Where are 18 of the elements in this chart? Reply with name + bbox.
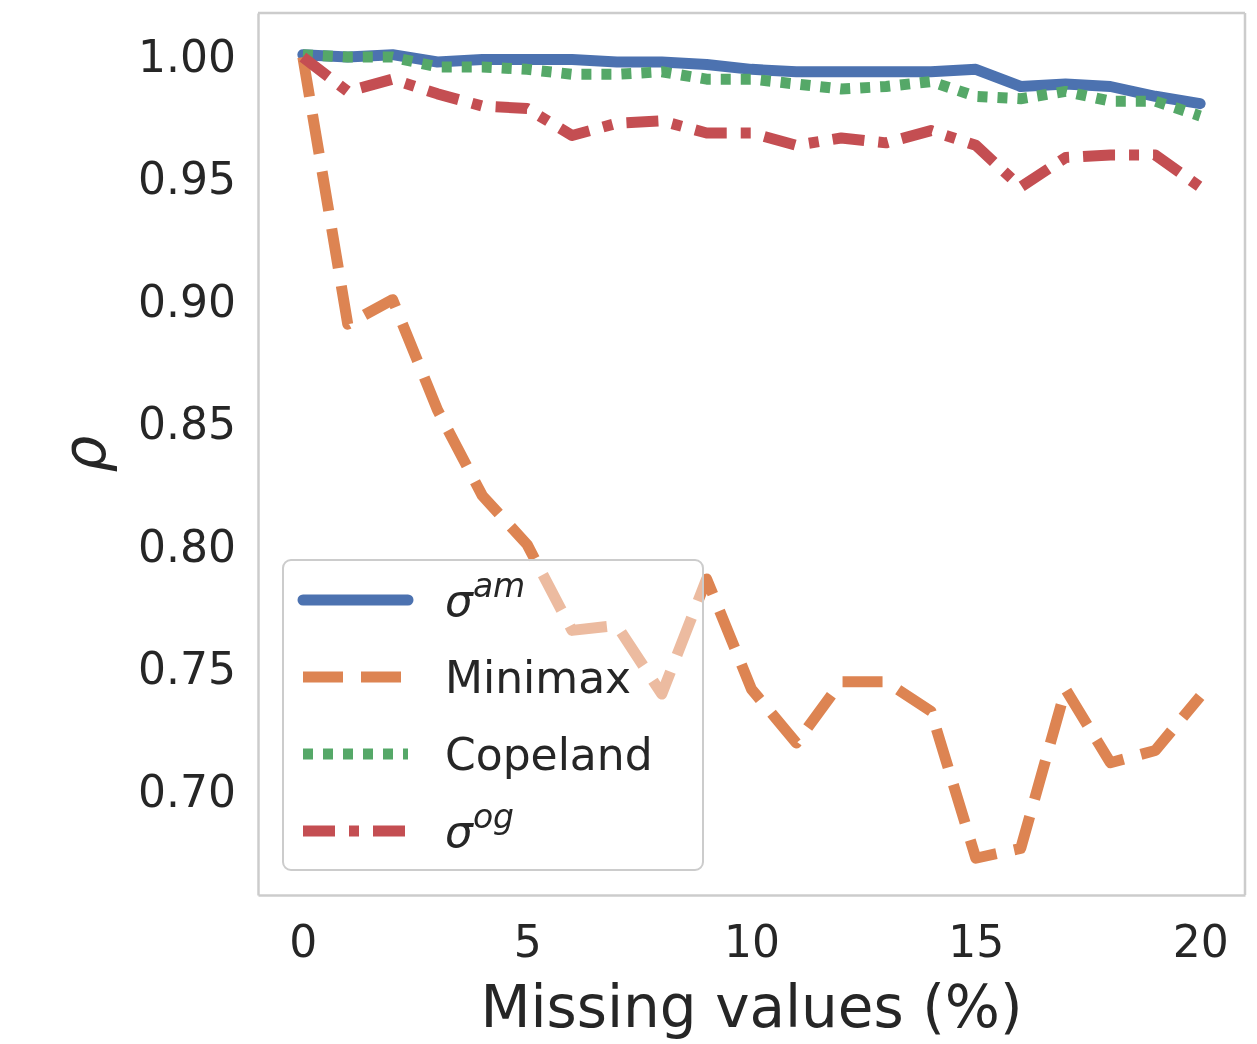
y-tick-label: 0.90 bbox=[138, 275, 236, 327]
x-axis-title: Missing values (%) bbox=[480, 973, 1023, 1041]
y-tick-label: 1.00 bbox=[138, 30, 236, 82]
x-tick-label: 10 bbox=[724, 915, 780, 967]
legend-label: σ$^{og}$ bbox=[445, 796, 515, 857]
x-tick-label: 15 bbox=[948, 915, 1005, 967]
y-tick-label: 0.95 bbox=[138, 153, 236, 205]
y-tick-label: 0.85 bbox=[138, 398, 236, 450]
x-tick-label: 0 bbox=[289, 915, 318, 967]
legend-label: Minimax bbox=[445, 652, 632, 703]
x-tick-label: 5 bbox=[513, 915, 542, 967]
legend-label: σ$^{am}$ bbox=[445, 565, 526, 626]
y-tick-label: 0.70 bbox=[138, 765, 236, 817]
x-tick-label: 20 bbox=[1172, 915, 1229, 967]
y-tick-label: 0.80 bbox=[138, 520, 236, 572]
legend-label: Copeland bbox=[445, 729, 653, 780]
y-tick-label: 0.75 bbox=[138, 643, 236, 695]
y-axis-title: ρ bbox=[51, 435, 119, 473]
